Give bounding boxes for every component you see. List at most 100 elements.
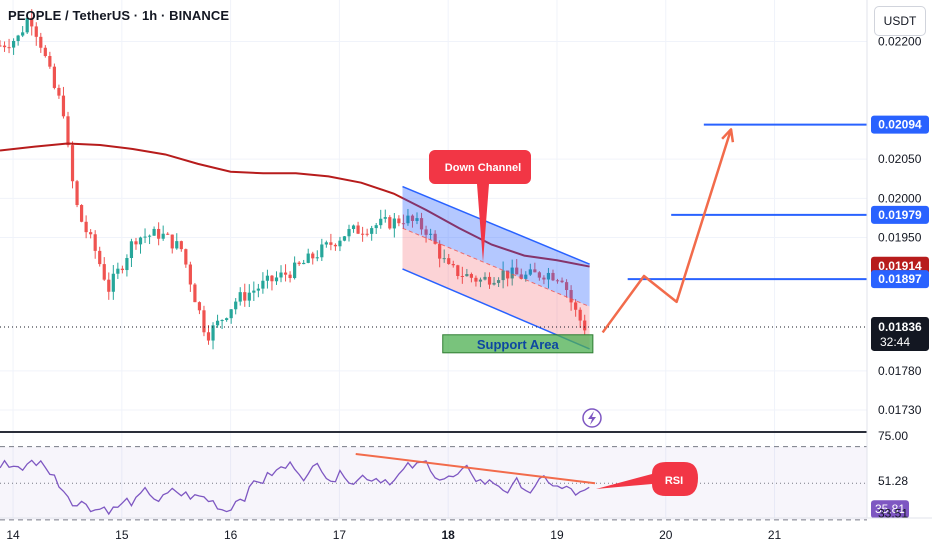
candle-body	[365, 233, 369, 235]
candle-body	[143, 236, 147, 238]
chart-title: PEOPLE / TetherUS · 1h · BINANCE	[8, 8, 230, 23]
price-axis-tick-label: 0.01950	[878, 231, 922, 245]
candle-body	[569, 290, 573, 303]
candle-body	[329, 242, 333, 245]
candle-body	[39, 36, 43, 48]
candle-body	[2, 45, 7, 48]
candle-body	[279, 272, 283, 278]
candle-body	[175, 241, 179, 249]
candle-body	[564, 282, 569, 291]
candle-body	[211, 325, 215, 341]
candle-body	[356, 225, 360, 234]
channel-upper-line	[402, 185, 590, 265]
candle-body	[21, 32, 25, 36]
candle-body	[555, 280, 560, 282]
rsi-axis-label: 75.00	[878, 429, 908, 443]
candle-body	[351, 225, 356, 230]
rsi-value-label: 35.81	[875, 502, 905, 516]
currency-selector-button[interactable]: USDT	[874, 6, 926, 36]
price-axis-tick-label: 0.02200	[878, 35, 922, 49]
candle-body	[57, 87, 61, 96]
price-tag-box	[871, 115, 929, 134]
candle-body	[16, 35, 20, 41]
time-axis-tick-label: 14	[6, 528, 20, 542]
candle-body	[107, 279, 111, 292]
price-axis-tick-label: 0.01730	[878, 403, 922, 417]
candle-body	[234, 301, 238, 310]
candle-body	[338, 240, 342, 247]
candle-body	[48, 56, 52, 67]
projection-path	[601, 128, 733, 334]
candle-body	[492, 282, 496, 285]
candle-body	[0, 45, 2, 47]
candle-body	[388, 217, 392, 229]
candle-body	[297, 262, 301, 265]
candle-body	[166, 233, 170, 235]
price-tag-label: 0.01897	[878, 272, 922, 286]
candle-body	[456, 265, 460, 277]
candle-body	[134, 241, 138, 245]
candle-body	[229, 309, 233, 319]
candle-body	[442, 258, 446, 260]
price-axis-tick-label: 0.01780	[878, 364, 922, 378]
candle-body	[460, 276, 464, 278]
time-axis-tick-label: 18	[442, 528, 456, 542]
candle-body	[397, 218, 401, 224]
rsi-callout-shape	[596, 462, 698, 496]
candle-body	[125, 258, 129, 271]
last-price-label: 0.01836	[878, 320, 922, 334]
candle-body	[197, 302, 202, 311]
candle-body	[11, 40, 16, 48]
candle-body	[320, 244, 324, 258]
candle-body	[202, 310, 206, 333]
candle-body	[465, 274, 469, 277]
candle-body	[179, 241, 183, 250]
candle-body	[288, 274, 292, 279]
candle-body	[25, 17, 29, 33]
candle-body	[333, 244, 338, 247]
candle-body	[261, 280, 265, 289]
price-axis-tick-label: 0.02050	[878, 152, 922, 166]
candle-body	[392, 218, 396, 229]
candle-body	[361, 233, 365, 235]
candle-body	[270, 275, 274, 282]
candle-body	[324, 242, 328, 245]
candle-body	[433, 233, 437, 244]
candle-body	[379, 218, 383, 226]
down-channel-label: Down Channel	[445, 162, 521, 174]
channel-upper-fill	[402, 186, 590, 307]
time-axis-tick-label: 21	[768, 528, 782, 542]
candle-body	[34, 26, 38, 37]
candle-body	[410, 215, 415, 221]
candle-body	[311, 253, 315, 259]
candle-body	[256, 288, 260, 291]
candle-body	[537, 272, 541, 278]
price-tag-box	[871, 205, 929, 224]
candle-body	[75, 181, 79, 206]
candle-body	[157, 228, 161, 239]
candle-body	[528, 269, 532, 275]
candle-body	[483, 276, 487, 280]
candle-body	[383, 217, 387, 219]
candle-body	[184, 249, 188, 265]
candle-body	[524, 274, 528, 279]
candle-body	[551, 272, 555, 281]
rsi-divergence-line	[355, 452, 596, 485]
price-tag-label: 0.01979	[878, 208, 922, 222]
rsi-axis-label: 51.28	[878, 474, 908, 488]
candle-body	[533, 269, 537, 273]
candle-body	[161, 233, 165, 239]
candle-body	[401, 223, 406, 225]
candle-body	[52, 66, 56, 88]
candle-body	[129, 241, 134, 259]
rsi-line	[0, 459, 590, 516]
rsi-callout-label: RSI	[665, 475, 683, 487]
candle-body	[265, 275, 270, 281]
candle-body	[438, 243, 442, 259]
candle-body	[428, 233, 433, 235]
candle-body	[347, 229, 351, 237]
candle-body	[315, 257, 319, 259]
candle-body	[243, 292, 247, 301]
candle-body	[70, 145, 75, 182]
time-axis-tick-label: 16	[224, 528, 238, 542]
